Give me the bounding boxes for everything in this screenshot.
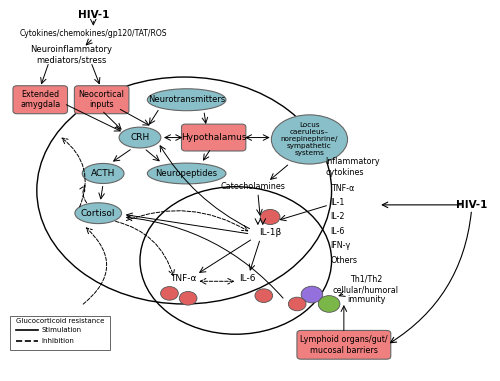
Text: IL-6: IL-6 [239,274,256,283]
Text: Extended
amygdala: Extended amygdala [20,90,60,109]
FancyBboxPatch shape [13,86,68,114]
Text: HIV-1: HIV-1 [78,10,109,20]
Text: Glucocorticoid resistance: Glucocorticoid resistance [16,318,104,323]
Text: Cytokines/chemokines/gp120/TAT/ROS: Cytokines/chemokines/gp120/TAT/ROS [20,29,167,38]
Text: Cortisol: Cortisol [81,209,116,218]
Ellipse shape [75,203,122,224]
Text: IL-1: IL-1 [330,198,345,207]
Text: TNF-α: TNF-α [330,184,354,193]
FancyBboxPatch shape [10,316,110,350]
Circle shape [160,287,178,300]
Text: Stimulation: Stimulation [42,327,82,333]
Text: TNF-α: TNF-α [170,274,196,283]
FancyBboxPatch shape [297,330,391,359]
Text: ACTH: ACTH [91,169,116,178]
Text: CRH: CRH [130,133,150,142]
Ellipse shape [82,163,124,184]
Text: IL-6: IL-6 [330,227,345,236]
Text: HIV-1: HIV-1 [456,200,488,210]
Text: Neurotransmitters: Neurotransmitters [148,95,226,104]
Text: Catecholamines: Catecholamines [220,182,286,191]
FancyBboxPatch shape [74,86,129,114]
Text: IL-1β: IL-1β [260,227,281,237]
Circle shape [288,297,306,311]
Circle shape [318,296,340,312]
Circle shape [260,210,280,224]
Text: Neocortical
inputs: Neocortical inputs [78,90,124,109]
Text: Th1/Th2
cellular/humoral
immunity: Th1/Th2 cellular/humoral immunity [333,275,399,304]
Text: Locus
caeruleus–
norepinephrine/
sympathetic
systems: Locus caeruleus– norepinephrine/ sympath… [280,122,338,157]
Text: IL-2: IL-2 [330,213,345,221]
Ellipse shape [272,115,347,164]
Text: Lymphoid organs/gut/
mucosal barriers: Lymphoid organs/gut/ mucosal barriers [300,335,388,354]
Text: Hypothalamus: Hypothalamus [181,133,246,142]
Circle shape [301,286,322,303]
Text: Inhibition: Inhibition [42,338,74,344]
Ellipse shape [148,89,226,111]
Circle shape [180,291,197,305]
Text: Neuroinflammatory
mediators/stress: Neuroinflammatory mediators/stress [30,45,112,65]
Ellipse shape [119,127,161,148]
Circle shape [255,289,272,303]
Text: Inflammatory
cytokines: Inflammatory cytokines [326,157,380,177]
FancyBboxPatch shape [182,124,246,151]
Text: Neuropeptides: Neuropeptides [156,169,218,178]
Ellipse shape [148,163,226,184]
Text: IFN-γ: IFN-γ [330,241,351,250]
Text: Others: Others [330,256,357,264]
